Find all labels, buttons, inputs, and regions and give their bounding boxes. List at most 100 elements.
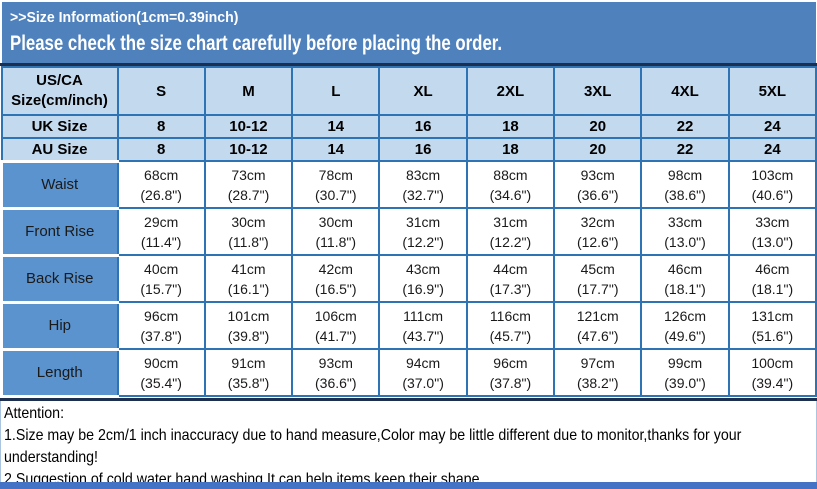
cm-value: 73cm bbox=[231, 166, 266, 183]
measurement-row: Hip 96cm (37.8") 101cm (39.8") 106cm (41… bbox=[0, 300, 817, 351]
size-table-frame: US/CA Size(cm/inch) S M L XL 2XL 3XL 4XL… bbox=[0, 63, 817, 401]
cm-value: 131cm bbox=[751, 307, 794, 324]
measurement-cell: 78cm (30.7") bbox=[291, 160, 381, 209]
measurement-label: Waist bbox=[0, 159, 119, 210]
size-col-header: 2XL bbox=[465, 66, 556, 116]
inch-value: (51.6") bbox=[751, 327, 794, 344]
cm-value: 94cm bbox=[405, 354, 441, 371]
measurement-cell: 30cm (11.8") bbox=[291, 207, 381, 256]
cm-value: 100cm bbox=[751, 354, 794, 371]
cm-value: 44cm bbox=[493, 260, 528, 277]
inch-value: (13.0") bbox=[664, 233, 706, 250]
cm-value: 111cm bbox=[403, 307, 444, 324]
size-value-cell: 10-12 bbox=[203, 137, 294, 162]
cm-value: 97cm bbox=[580, 354, 615, 371]
measurement-cell: 29cm (11.4") bbox=[116, 207, 206, 256]
cm-value: 30cm bbox=[318, 213, 353, 230]
size-value-cell: 24 bbox=[727, 137, 817, 162]
measurement-cell: 73cm (28.7") bbox=[203, 160, 294, 209]
size-value-cell: 24 bbox=[727, 114, 817, 139]
inch-value: (34.6") bbox=[489, 186, 532, 203]
size-value-cell: 14 bbox=[291, 114, 381, 139]
measurement-cell: 103cm (40.6") bbox=[727, 160, 817, 209]
measurement-cell: 91cm (35.8") bbox=[203, 348, 294, 397]
cm-value: 68cm bbox=[144, 166, 179, 183]
measurement-cell: 88cm (34.6") bbox=[465, 160, 556, 209]
banner-title: >>Size Information(1cm=0.39inch) bbox=[10, 9, 239, 26]
measurement-row: Waist 68cm (26.8") 73cm (28.7") 78cm (30… bbox=[0, 159, 817, 210]
measurement-label: Back Rise bbox=[0, 253, 119, 304]
inch-value: (38.6") bbox=[664, 186, 706, 203]
size-value-cell: 22 bbox=[640, 114, 730, 139]
uk-size-row: UK Size 8 10-12 14 16 18 20 22 24 bbox=[0, 114, 817, 139]
cm-value: 96cm bbox=[493, 354, 528, 371]
measurement-cell: 44cm (17.3") bbox=[465, 254, 556, 303]
corner-header-line1: US/CA bbox=[36, 72, 83, 89]
measurement-cell: 90cm (35.4") bbox=[116, 348, 206, 397]
size-col-header: L bbox=[291, 66, 381, 116]
corner-header-line2: Size(cm/inch) bbox=[11, 92, 108, 109]
measurement-cell: 94cm (37.0") bbox=[378, 348, 468, 397]
attention-title: Attention: bbox=[4, 404, 65, 422]
measurement-cell: 98cm (38.6") bbox=[640, 160, 730, 209]
size-value-cell: 14 bbox=[291, 137, 381, 162]
cm-value: 116cm bbox=[489, 307, 531, 324]
cm-value: 46cm bbox=[667, 260, 703, 277]
size-value-cell: 18 bbox=[465, 137, 556, 162]
measurement-cell: 100cm (39.4") bbox=[727, 348, 817, 397]
measurement-cell: 93cm (36.6") bbox=[291, 348, 381, 397]
cm-value: 33cm bbox=[755, 213, 790, 230]
size-value-cell: 16 bbox=[378, 114, 468, 139]
bottom-accent-bar bbox=[0, 481, 817, 489]
cm-value: 33cm bbox=[667, 213, 703, 230]
measurement-cell: 101cm (39.8") bbox=[203, 301, 294, 350]
cm-value: 42cm bbox=[318, 260, 353, 277]
inch-value: (18.1") bbox=[664, 280, 706, 297]
measurement-cell: 33cm (13.0") bbox=[727, 207, 817, 256]
inch-value: (17.7") bbox=[576, 280, 619, 297]
measurement-cell: 46cm (18.1") bbox=[640, 254, 730, 303]
inch-value: (37.8") bbox=[140, 327, 182, 344]
inch-value: (16.5") bbox=[315, 280, 357, 297]
measurement-cell: 33cm (13.0") bbox=[640, 207, 730, 256]
measurement-cell: 121cm (47.6") bbox=[553, 301, 643, 350]
size-header-row: US/CA Size(cm/inch) S M L XL 2XL 3XL 4XL… bbox=[0, 66, 817, 116]
size-value-cell: 20 bbox=[553, 114, 643, 139]
cm-value: 46cm bbox=[755, 260, 790, 277]
inch-value: (39.4") bbox=[751, 374, 794, 391]
measurement-cell: 32cm (12.6") bbox=[553, 207, 643, 256]
inch-value: (11.8") bbox=[228, 233, 269, 250]
measurement-cell: 96cm (37.8") bbox=[465, 348, 556, 397]
measurement-cell: 40cm (15.7") bbox=[116, 254, 206, 303]
measurement-cell: 45cm (17.7") bbox=[553, 254, 643, 303]
measurement-label: Front Rise bbox=[0, 206, 119, 257]
measurement-cell: 116cm (45.7") bbox=[465, 301, 556, 350]
attention-text-block: Attention: 1.Size may be 2cm/1 inch inac… bbox=[4, 403, 816, 482]
banner-subtitle: Please check the size chart carefully be… bbox=[10, 32, 503, 55]
row-label: UK Size bbox=[0, 114, 119, 139]
attention-section: Attention: 1.Size may be 2cm/1 inch inac… bbox=[0, 400, 817, 482]
measurement-cell: 46cm (18.1") bbox=[727, 254, 817, 303]
inch-value: (37.0") bbox=[402, 374, 444, 391]
cm-value: 78cm bbox=[318, 166, 353, 183]
inch-value: (16.1") bbox=[227, 280, 270, 297]
size-col-header: 5XL bbox=[727, 66, 817, 116]
size-value-cell: 18 bbox=[465, 114, 556, 139]
inch-value: (39.0") bbox=[664, 374, 706, 391]
size-value-cell: 20 bbox=[553, 137, 643, 162]
cm-value: 106cm bbox=[314, 307, 357, 324]
cm-value: 41cm bbox=[231, 260, 266, 277]
attention-note-1: 1.Size may be 2cm/1 inch inaccuracy due … bbox=[4, 426, 742, 466]
measurement-cell: 97cm (38.2") bbox=[553, 348, 643, 397]
inch-value: (37.8") bbox=[489, 374, 532, 391]
size-info-banner: >>Size Information(1cm=0.39inch) Please … bbox=[2, 2, 816, 63]
size-value-cell: 16 bbox=[378, 137, 468, 162]
size-col-header: S bbox=[116, 66, 206, 116]
size-value-cell: 10-12 bbox=[203, 114, 294, 139]
measurement-row: Front Rise 29cm (11.4") 30cm (11.8") 30c… bbox=[0, 206, 817, 257]
inch-value: (15.7") bbox=[140, 280, 182, 297]
cm-value: 93cm bbox=[580, 166, 615, 183]
cm-value: 83cm bbox=[405, 166, 441, 183]
inch-value: (13.0") bbox=[751, 233, 794, 250]
